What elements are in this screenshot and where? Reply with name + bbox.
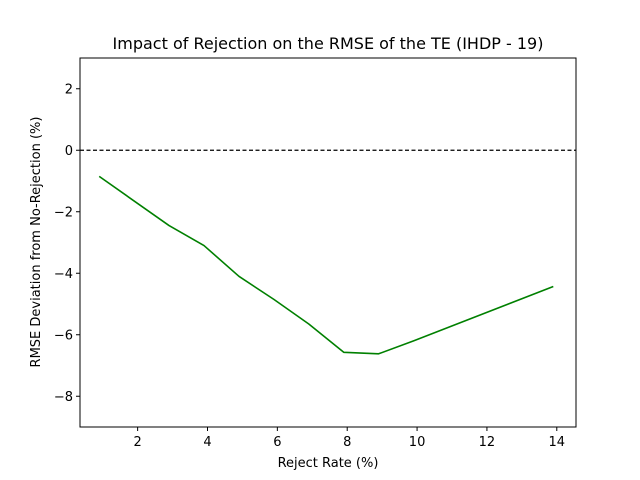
x-tick-label: 6 [273,435,281,450]
x-tick-label: 8 [343,435,351,450]
y-tick-label: 2 [65,82,73,97]
series-line-0 [98,175,554,355]
y-tick-label: 0 [65,144,73,159]
x-axis-label: Reject Rate (%) [278,456,379,471]
plot-area: 2 4 6 8 10 12 14 2 0 −2 −4 −6 −8 [54,57,577,450]
x-tick-label: 2 [133,435,141,450]
y-tick-label: −8 [54,390,73,405]
x-tick-label: 14 [549,435,566,450]
x-tick-label: 10 [409,435,426,450]
y-axis-label: RMSE Deviation from No-Rejection (%) [29,117,44,368]
y-tick-label: −2 [54,205,73,220]
chart-title: Impact of Rejection on the RMSE of the T… [113,34,544,53]
x-tick-label: 4 [203,435,211,450]
y-tick-label: −6 [54,328,73,343]
x-tick-label: 12 [479,435,496,450]
y-tick-label: −4 [54,267,73,282]
plot-frame [79,57,577,428]
